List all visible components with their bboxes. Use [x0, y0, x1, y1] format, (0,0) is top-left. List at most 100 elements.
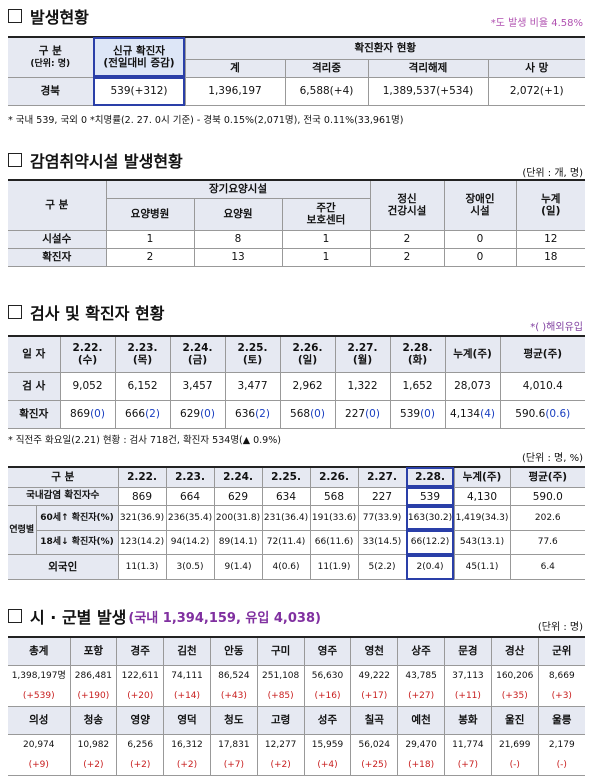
cell: 18 — [515, 247, 585, 267]
age-group: 60세↑ — [40, 512, 69, 523]
ratio-note: *도 발생 비율 4.58% — [490, 18, 583, 29]
test-table: 일 자 2.22. (수) 2.23. (목) 2.24. (금) 2.25. (토) 2… — [8, 335, 585, 429]
cases: 666 — [125, 407, 146, 420]
header-cell: 구 분 (단위: 명) — [8, 36, 94, 78]
header: 2.27. — [357, 466, 407, 488]
cell: 4(0.6) — [261, 554, 311, 580]
region: 청도 — [209, 705, 258, 736]
header: 2.24. (금) — [169, 335, 226, 373]
overseas: (2) — [255, 407, 270, 420]
cell: 664 — [165, 486, 215, 507]
cell: 37,113 — [444, 664, 492, 686]
cell: 1 — [105, 229, 195, 249]
region: 경주 — [116, 636, 165, 666]
footnote: * 국내 539, 국외 0 *치명률(2. 27. 0시 기준) - 경북 0… — [8, 115, 404, 126]
row-label: 연령별 — [8, 505, 37, 556]
cell: 29,470 — [397, 734, 445, 756]
header: 장기요양시설 — [105, 179, 371, 199]
row-label: 국내감염 확진자수 — [8, 486, 119, 507]
cell: 6,588(+4) — [284, 76, 369, 106]
region: 군위 — [537, 636, 585, 666]
cell: 94(14.2) — [165, 529, 215, 556]
header: 누계(주) — [444, 335, 501, 373]
change: (-) — [490, 755, 539, 777]
row: 외국인 11(1.3) 3(0.5) 9(1.4) 4(0.6) 11(1.9) 5(2.2… — [8, 554, 585, 580]
row: 18세↓ 확진자(%) 123(14.2) 94(14.2) 89(14.1) 72(1… — [8, 529, 585, 556]
cell: 539(+312) — [92, 76, 186, 106]
change: (+2) — [163, 755, 211, 777]
region: 의성 — [8, 705, 71, 736]
cell: 629(0) — [169, 399, 226, 429]
cell: 56,024 — [350, 734, 399, 756]
cell: 4,134(4) — [444, 399, 501, 429]
cases: 4,134 — [450, 407, 481, 420]
overseas: (0) — [310, 407, 325, 420]
cases: 590.6 — [515, 407, 546, 420]
cell: 72(11.4) — [261, 529, 311, 556]
cell: 251,108 — [256, 664, 305, 686]
row-label: 시설수 — [8, 229, 107, 249]
change: (+2) — [256, 755, 305, 777]
cell: 9,052 — [59, 371, 116, 401]
cell: 539 — [405, 486, 455, 507]
change: (+4) — [303, 755, 352, 777]
cell: 16,312 — [163, 734, 211, 756]
header: 2.25. — [261, 466, 311, 488]
cell: 236(35.4) — [165, 505, 215, 531]
cell: 191(33.6) — [309, 505, 359, 531]
cell: 2,962 — [279, 371, 336, 401]
row: 구 분 2.22. 2.23. 2.24. 2.25. 2.26. 2.27. 2.28. 누계… — [8, 466, 585, 488]
header: 요양병원 — [106, 197, 195, 231]
header: 사 망 — [487, 58, 585, 78]
header: 계 — [185, 58, 286, 78]
row: 검 사 9,052 6,152 3,457 3,477 2,962 1,322 1,652 28… — [8, 371, 585, 401]
region: 총계 — [8, 636, 71, 666]
cell: 1,652 — [389, 371, 446, 401]
change: (+43) — [209, 685, 258, 707]
region: 상주 — [397, 636, 445, 666]
cases: 636 — [235, 407, 256, 420]
region: 울릉 — [537, 705, 585, 736]
header: 일 자 — [8, 335, 61, 373]
change: (+3) — [537, 685, 585, 707]
header: 요양원 — [193, 197, 283, 231]
region: 경산 — [490, 636, 539, 666]
change: (+18) — [397, 755, 445, 777]
overseas: (0) — [90, 407, 105, 420]
cell: 12 — [515, 229, 585, 249]
section-title: 감염취약시설 발생현황 — [8, 148, 183, 172]
row: 확진자 2 13 1 2 0 18 — [8, 247, 585, 267]
title-text: 검사 및 확진자 현황 — [30, 304, 165, 323]
cell: 1 — [281, 229, 371, 249]
cell: 4,130 — [453, 486, 511, 507]
cell: 3(0.5) — [165, 554, 215, 580]
unit: (단위 : 개, 명) — [522, 168, 583, 179]
change: (+27) — [397, 685, 445, 707]
cell: 3,477 — [224, 371, 281, 401]
region: 영주 — [303, 636, 352, 666]
header: 구 분 — [8, 466, 119, 488]
overseas: (0) — [200, 407, 215, 420]
change: (+17) — [350, 685, 399, 707]
note: * 직전주 화요일(2.21) 현황 : 검사 718건, 확진자 534명(▲… — [8, 435, 281, 446]
row-label: 외국인 — [8, 554, 119, 580]
region: 김천 — [163, 636, 211, 666]
cell: 869(0) — [59, 399, 116, 429]
header: 2.27. (월) — [334, 335, 391, 373]
region: 영양 — [116, 705, 165, 736]
cell: 2 — [369, 229, 445, 249]
header: 누계 (일) — [515, 179, 585, 231]
cell: 231(36.4) — [261, 505, 311, 531]
change: (+2) — [116, 755, 165, 777]
overseas: (0) — [365, 407, 380, 420]
region-table: 총계 포항 경주 김천 안동 구미 영주 영천 상주 문경 경산 군위 1,398,197명 286,48… — [8, 636, 585, 777]
cell: 13 — [193, 247, 283, 267]
row: (+539) (+190) (+20) (+14) (+43) (+85) (+16) (+1… — [8, 685, 585, 707]
cell: 1,396,197 — [184, 76, 286, 106]
cell: 0 — [443, 229, 517, 249]
facility-table: 구 분 장기요양시설 정신 건강시설 장애인 시설 누계 (일) 요양병원 요양원 주간 … — [8, 179, 585, 267]
change: (+20) — [116, 685, 165, 707]
cell: 45(1.1) — [453, 554, 511, 580]
region: 청송 — [69, 705, 118, 736]
header: 주간 보호센터 — [281, 197, 370, 231]
